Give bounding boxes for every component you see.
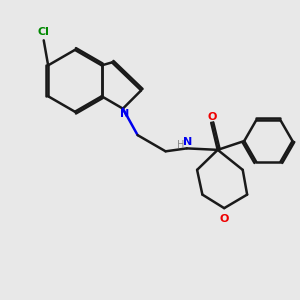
Text: N: N [183, 137, 192, 147]
Text: O: O [220, 214, 229, 224]
Text: Cl: Cl [38, 27, 50, 37]
Text: N: N [120, 109, 129, 119]
Text: H: H [177, 140, 184, 150]
Text: O: O [207, 112, 217, 122]
